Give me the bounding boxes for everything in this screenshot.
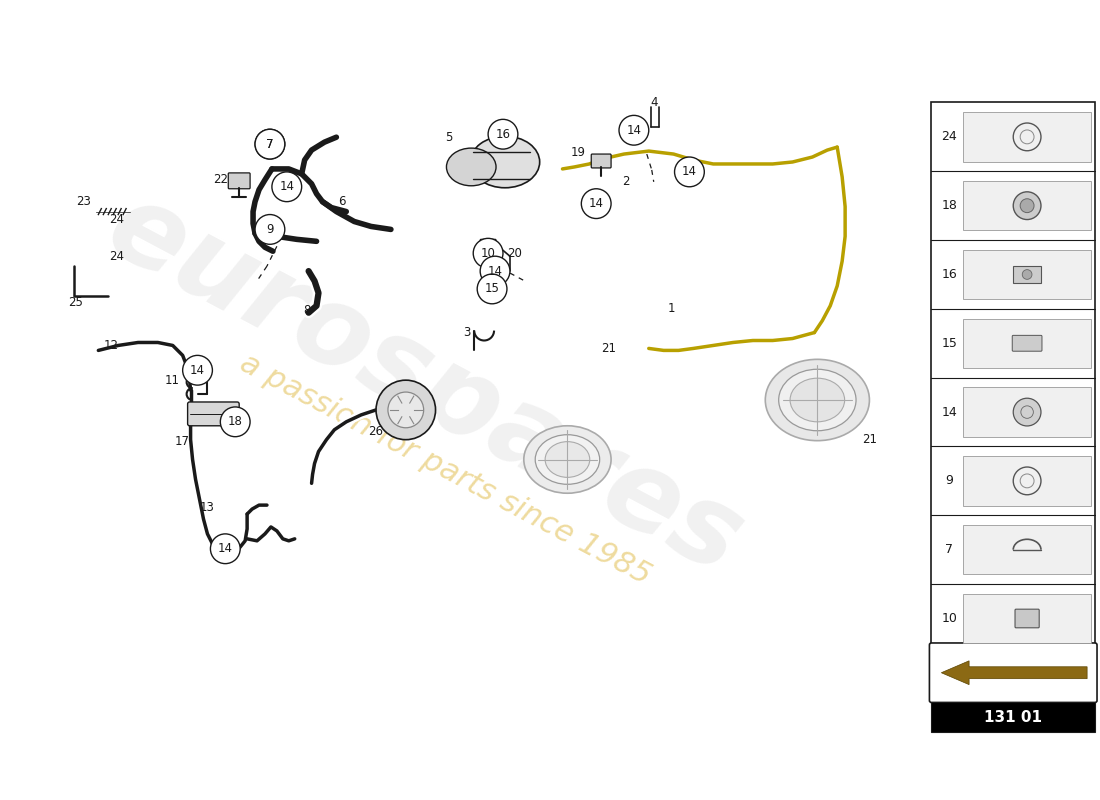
Text: 7: 7 [945, 543, 954, 556]
Ellipse shape [524, 426, 612, 494]
Polygon shape [942, 661, 1087, 685]
Bar [1013, 266, 1041, 283]
Text: 14: 14 [279, 180, 295, 194]
Text: 23: 23 [76, 195, 91, 208]
Circle shape [210, 534, 240, 564]
Ellipse shape [536, 434, 600, 484]
Text: 14: 14 [626, 124, 641, 137]
Bar [964, 112, 1091, 162]
Bar [964, 318, 1091, 368]
Text: 12: 12 [103, 339, 119, 352]
Text: 26: 26 [368, 426, 384, 438]
Circle shape [1020, 198, 1034, 213]
Ellipse shape [766, 359, 869, 441]
Bar [932, 102, 1094, 653]
Text: 7: 7 [266, 138, 274, 150]
Text: 25: 25 [68, 296, 82, 310]
FancyBboxPatch shape [229, 173, 250, 189]
Ellipse shape [546, 442, 590, 478]
Text: 21: 21 [602, 342, 617, 355]
Text: 8: 8 [302, 304, 310, 318]
Text: 14: 14 [487, 265, 503, 278]
Text: 19: 19 [571, 146, 586, 158]
FancyBboxPatch shape [481, 239, 496, 263]
Text: 20: 20 [507, 246, 522, 260]
Text: 14: 14 [218, 542, 233, 555]
Text: 4: 4 [650, 96, 658, 109]
Text: 10: 10 [481, 246, 495, 260]
Circle shape [481, 256, 510, 286]
Circle shape [183, 355, 212, 385]
Text: eurospares: eurospares [90, 173, 761, 598]
Bar [964, 250, 1091, 299]
Ellipse shape [779, 370, 856, 430]
Text: 1: 1 [668, 302, 675, 315]
Text: 2: 2 [623, 175, 629, 188]
Text: 24: 24 [109, 213, 123, 226]
Bar [964, 181, 1091, 230]
Bar [964, 525, 1091, 574]
Circle shape [1013, 192, 1041, 219]
FancyBboxPatch shape [188, 402, 239, 426]
Circle shape [473, 238, 503, 268]
Circle shape [255, 214, 285, 244]
Ellipse shape [447, 148, 496, 186]
Text: 9: 9 [945, 474, 954, 487]
Circle shape [619, 115, 649, 145]
Bar [964, 456, 1091, 506]
Bar [932, 702, 1094, 732]
Circle shape [220, 407, 250, 437]
Text: 18: 18 [228, 415, 243, 428]
Circle shape [477, 274, 507, 304]
Text: 14: 14 [682, 166, 697, 178]
Text: 131 01: 131 01 [984, 710, 1042, 725]
Text: 6: 6 [339, 195, 346, 208]
Circle shape [388, 392, 424, 428]
Text: 14: 14 [588, 197, 604, 210]
FancyBboxPatch shape [1015, 609, 1040, 628]
Text: a passion for parts since 1985: a passion for parts since 1985 [235, 349, 656, 590]
FancyBboxPatch shape [1012, 335, 1042, 351]
Circle shape [255, 130, 285, 159]
Ellipse shape [790, 378, 845, 422]
FancyBboxPatch shape [591, 154, 612, 168]
Bar [964, 594, 1091, 643]
Text: 14: 14 [190, 364, 205, 377]
FancyBboxPatch shape [930, 643, 1097, 702]
Text: 10: 10 [942, 612, 957, 625]
Text: 22: 22 [212, 174, 228, 186]
Text: 16: 16 [942, 268, 957, 281]
Circle shape [1013, 398, 1041, 426]
Text: 11: 11 [164, 374, 179, 386]
Text: 3: 3 [463, 326, 471, 339]
Text: 7: 7 [266, 138, 274, 150]
Text: 21: 21 [862, 433, 878, 446]
Circle shape [1022, 270, 1032, 279]
Ellipse shape [471, 136, 540, 188]
Text: 24: 24 [109, 250, 123, 262]
Text: 9: 9 [266, 223, 274, 236]
Text: 15: 15 [485, 282, 499, 295]
Text: 17: 17 [175, 435, 190, 448]
Bar [964, 387, 1091, 437]
Text: 18: 18 [942, 199, 957, 212]
Text: 14: 14 [942, 406, 957, 418]
Circle shape [272, 172, 301, 202]
Text: 24: 24 [942, 130, 957, 143]
Text: 16: 16 [495, 128, 510, 141]
Text: 5: 5 [444, 130, 452, 144]
Text: 15: 15 [942, 337, 957, 350]
Circle shape [581, 189, 612, 218]
Circle shape [674, 157, 704, 186]
Text: 13: 13 [200, 501, 214, 514]
Circle shape [376, 380, 436, 440]
Circle shape [488, 119, 518, 149]
Circle shape [255, 130, 285, 159]
